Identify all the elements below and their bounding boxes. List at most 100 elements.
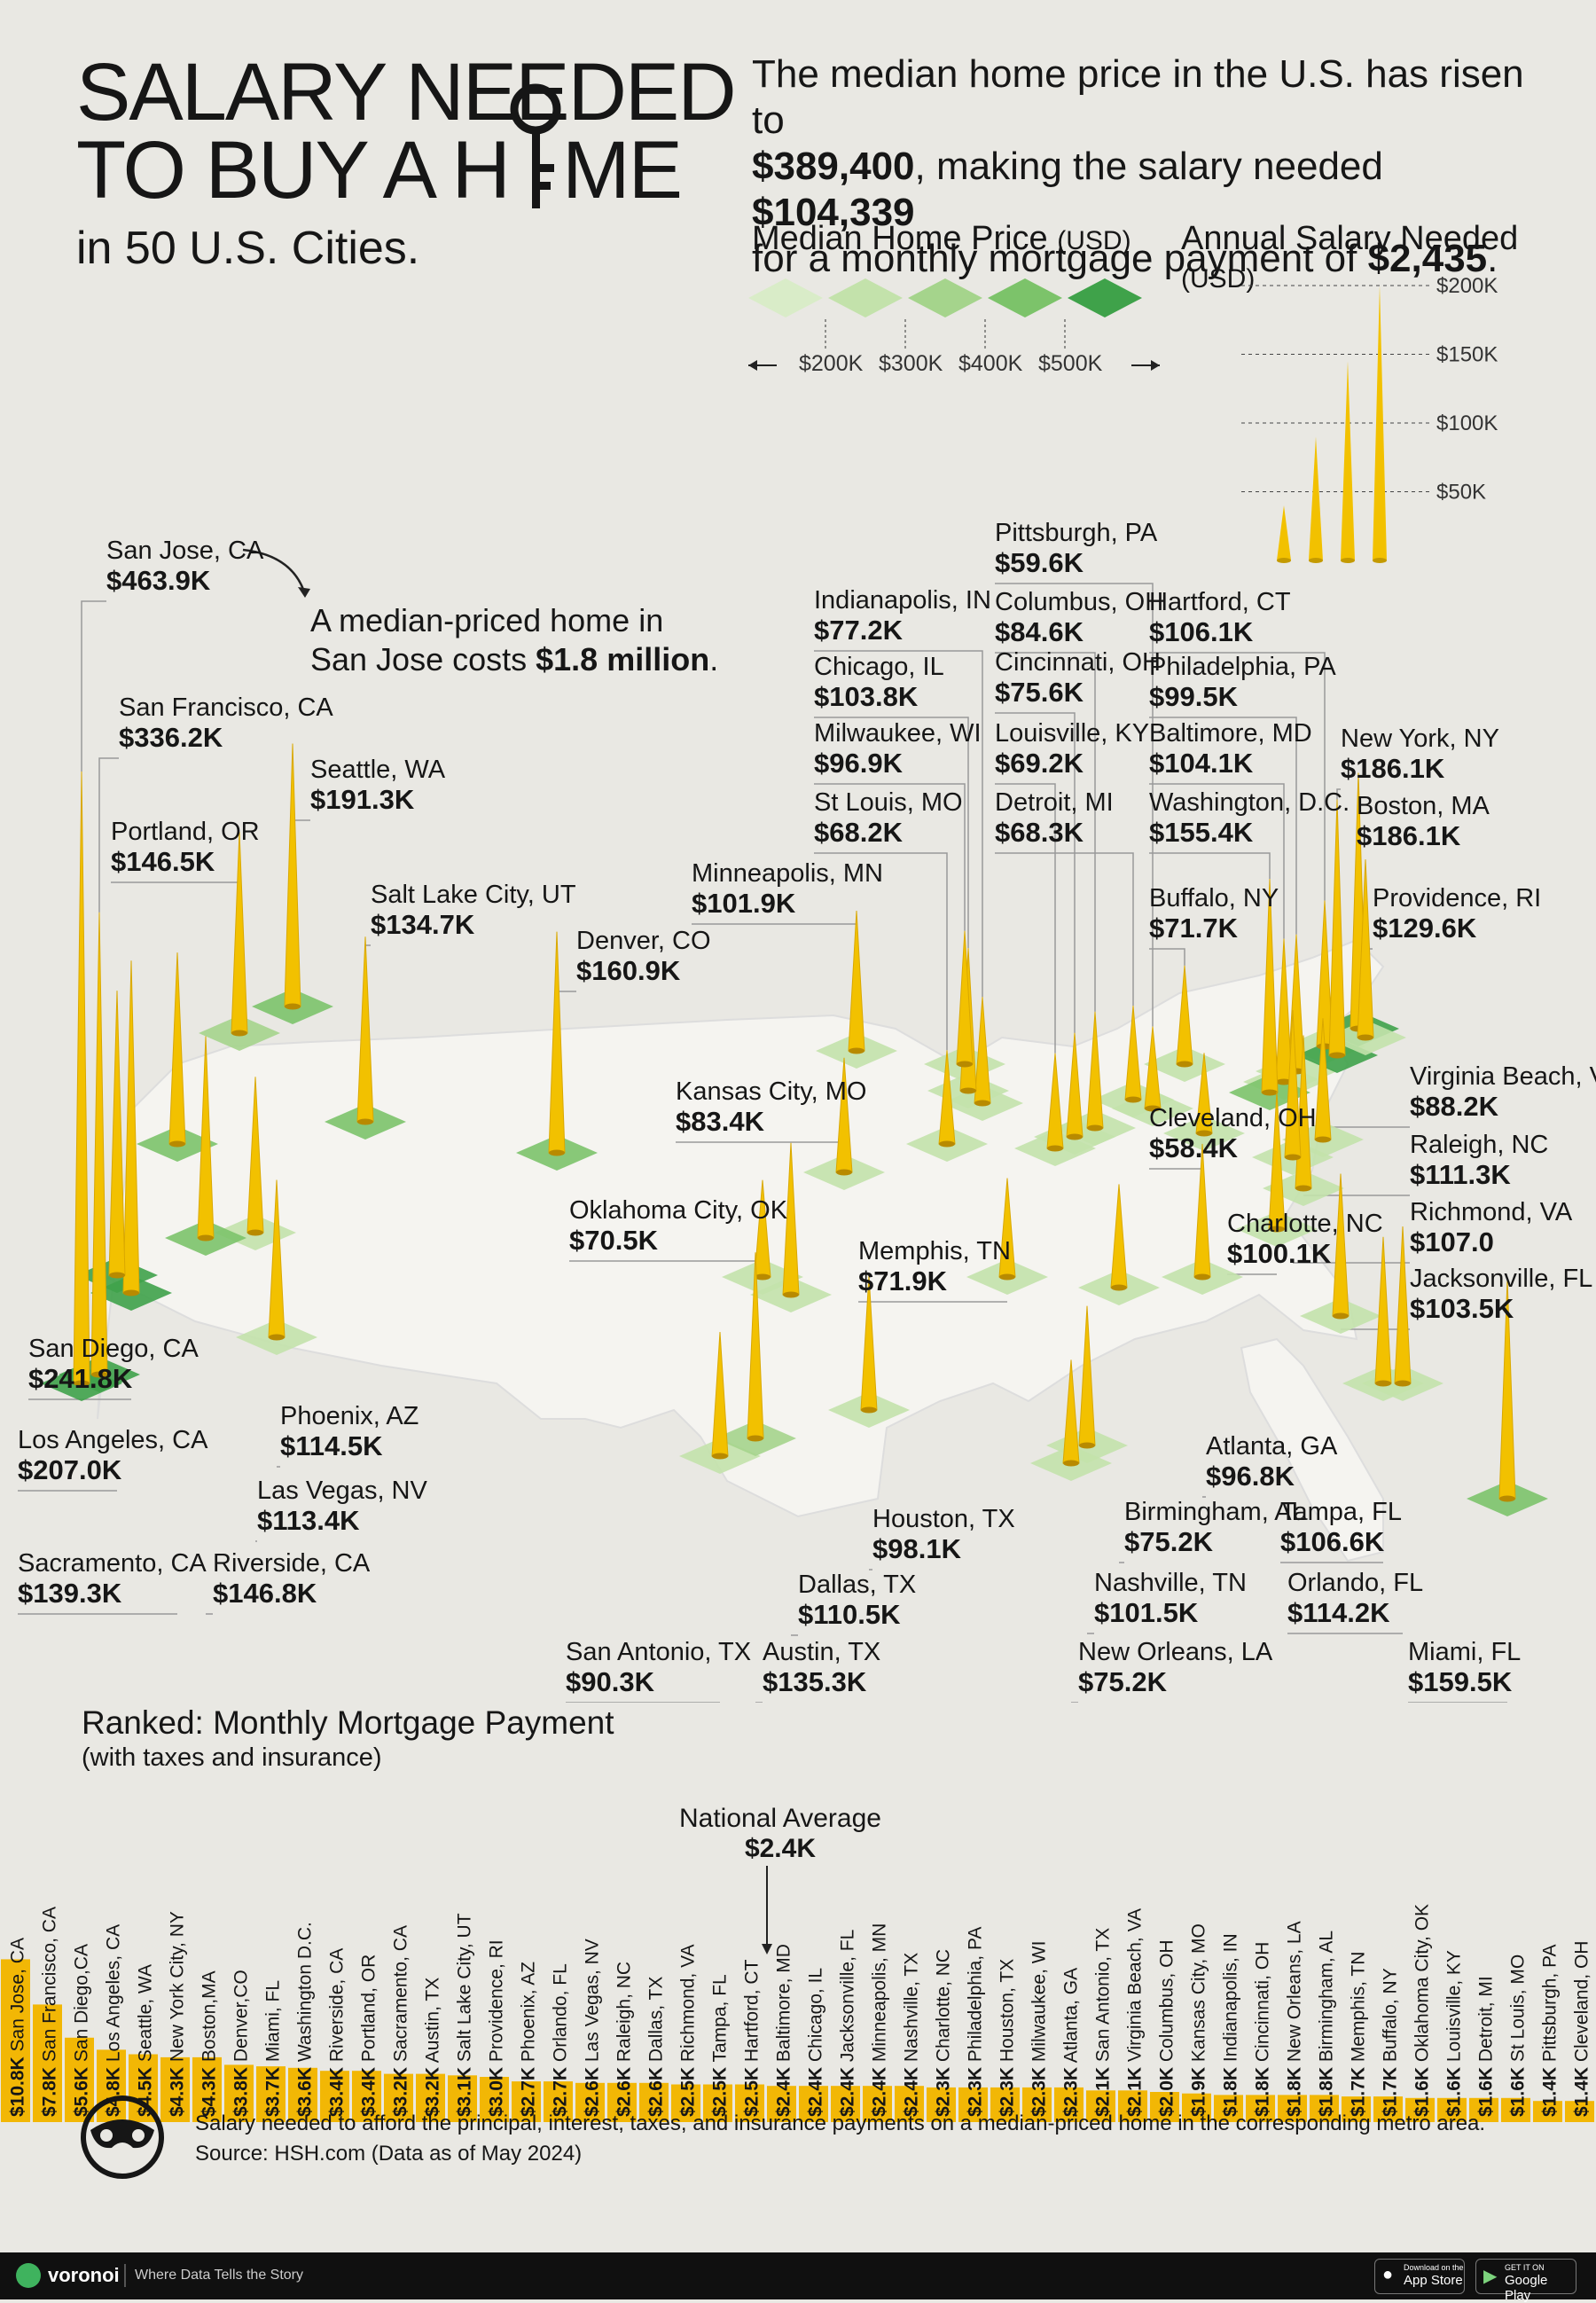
ranked-bar-category: San Jose, CA (8, 1938, 28, 2056)
salary-spike-san-jose-ca (73, 771, 90, 1384)
ranked-bar-value: $2.4K (902, 2067, 922, 2117)
ranked-bar-denver-co (224, 2064, 254, 2122)
city-salary-value: $114.2K (1287, 1597, 1390, 1628)
ranked-bar-value: $5.6K (72, 2067, 92, 2117)
ranked-bar-kansas-city-mo (1182, 2093, 1211, 2122)
ranked-bar-category: Buffalo, NY (1381, 1968, 1401, 2067)
city-salary-value: $186.1K (1357, 820, 1461, 851)
ranked-bar-value: $4.3K (200, 2067, 220, 2117)
ranked-title: Ranked: Monthly Mortgage Payment (82, 1704, 614, 1741)
ranked-bar-baltimore-md (767, 2086, 796, 2122)
city-label-richmond-va: Richmond, VA $107.0 (1410, 1197, 1572, 1257)
city-name: Virginia Beach, VA (1410, 1062, 1596, 1091)
spike-base-cincinnati-oh (1067, 1133, 1083, 1140)
ranked-bar-value: $1.6K (1444, 2067, 1465, 2117)
city-salary-value: $159.5K (1408, 1666, 1513, 1697)
city-salary-value: $191.3K (310, 784, 415, 815)
annotation-line-2: San Jose costs $1.8 million. (310, 640, 718, 679)
city-label-houston-tx: Houston, TX $98.1K (872, 1504, 1015, 1564)
city-salary-value: $98.1K (872, 1533, 961, 1564)
ranked-bar-value: $3.4K (359, 2067, 379, 2117)
city-name: Boston, MA (1357, 792, 1490, 820)
city-label-baltimore-md: Baltimore, MD $104.1K (1149, 718, 1312, 779)
ranked-bar-value: $2.5K (678, 2067, 699, 2117)
ranked-bar-label: $3.2K Austin, TX (423, 1978, 443, 2117)
ranked-bar-category: St Louis, MO (1508, 1954, 1529, 2067)
price-legend-swatch-3 (988, 278, 1062, 317)
ranked-bar-category: Oklahoma City, OK (1412, 1904, 1433, 2067)
city-label-providence-ri: Providence, RI $129.6K (1373, 883, 1541, 944)
ranked-bar-pittsburgh-pa (1533, 2101, 1562, 2122)
city-label-denver-co: Denver, CO $160.9K (576, 926, 711, 986)
ranked-bar-category: Denver,CO (231, 1970, 252, 2067)
city-name: Pittsburgh, PA (995, 519, 1158, 547)
city-label-milwaukee-wi: Milwaukee, WI $96.9K (814, 718, 982, 779)
ranked-bar-category: Washington D.C. (295, 1922, 316, 2067)
city-label-pittsburgh-pa: Pittsburgh, PA $59.6K (995, 518, 1157, 578)
ranked-bar-value: $4.3K (168, 2067, 188, 2117)
price-legend (748, 278, 1160, 371)
national-average-value: $2.4K (744, 1834, 816, 1863)
app-store-button[interactable]: ● Download on the App Store (1374, 2259, 1465, 2294)
city-salary-value: $77.2K (814, 615, 903, 646)
ranked-bar-category: New York City, NY (168, 1911, 188, 2067)
ranked-bar-label: $1.8K New Orleans, LA (1285, 1921, 1305, 2117)
city-label-seattle-wa: Seattle, WA $191.3K (310, 755, 445, 815)
spike-base-new-orleans-la (1063, 1460, 1079, 1467)
city-name: Dallas, TX (798, 1571, 917, 1599)
ranked-bar-category: Los Angeles, CA (104, 1924, 124, 2067)
title-line-2: TO BUY A H ME (76, 83, 750, 211)
leader-line-baltimore-md (1149, 783, 1285, 939)
city-salary-value: $106.6K (1280, 1526, 1385, 1557)
ranked-bar-value: $1.7K (1349, 2067, 1369, 2117)
spike-base-denver-co (549, 1149, 565, 1156)
ranked-bar-label: $3.6K Washington D.C. (295, 1922, 316, 2117)
city-label-austin-tx: Austin, TX $135.3K (763, 1637, 880, 1697)
ranked-bar-value: $4.8K (104, 2067, 124, 2117)
city-name: St Louis, MO (814, 788, 963, 817)
spike-base-sacramento-ca (169, 1140, 185, 1148)
ranked-bar-value: $3.6K (295, 2067, 316, 2117)
ranked-bar-label: $1.7K Buffalo, NY (1381, 1968, 1401, 2117)
ranked-bar-label: $1.6K Oklahoma City, OK (1412, 1904, 1433, 2117)
spike-base-chicago-il (960, 1087, 976, 1094)
city-name: Phoenix, AZ (280, 1402, 419, 1430)
ranked-bar-label: $10.8K San Jose, CA (8, 1938, 28, 2117)
city-name: Raleigh, NC (1410, 1131, 1549, 1159)
ranked-bar-category: Charlotte, NC (934, 1949, 954, 2067)
city-label-cincinnati-oh: Cincinnati, OH $75.6K (995, 647, 1161, 708)
spike-base-detroit-mi (1125, 1096, 1141, 1103)
spike-base-buffalo-ny (1177, 1061, 1193, 1068)
city-salary-value: $90.3K (566, 1666, 654, 1697)
ranked-bar-portland-or (352, 2071, 381, 2122)
annotation-line-1: A median-priced home in (310, 602, 664, 638)
city-salary-value: $59.6K (995, 547, 1084, 578)
ranked-bar-label: $4.3K Boston,MA (200, 1970, 220, 2117)
ranked-bar-san-diego-ca (65, 2037, 94, 2122)
city-name: Charlotte, NC (1227, 1210, 1383, 1238)
city-name: Baltimore, MD (1149, 719, 1312, 748)
spike-base-houston-tx (861, 1406, 877, 1414)
ranked-bar-value: $2.0K (1157, 2067, 1177, 2117)
google-play-button[interactable]: ▶ GET IT ON Google Play (1475, 2259, 1576, 2303)
salary-legend-spike-base (1373, 558, 1387, 563)
title-line-2-start: TO BUY A H (76, 125, 511, 215)
ranked-bar-label: $2.6K Las Vegas, NV (583, 1939, 603, 2117)
city-salary-value: $88.2K (1410, 1091, 1498, 1122)
spike-base-oklahoma-city-ok (755, 1273, 771, 1281)
ranked-bar-value: $2.7K (519, 2067, 539, 2117)
google-play-icon: ▶ (1483, 2267, 1498, 2286)
spike-base-las-vegas-nv (247, 1229, 263, 1236)
ranked-bar-value: $2.4K (774, 2067, 794, 2117)
ranked-bar-category: Phoenix, AZ (519, 1962, 539, 2067)
city-label-columbus-oh: Columbus, OH $84.6K (995, 587, 1163, 647)
ranked-bar-value: $2.6K (646, 2067, 667, 2117)
ranked-bar-category: San Diego,CA (72, 1944, 92, 2067)
city-label-virginia-beach-va: Virginia Beach, VA$88.2K (1410, 1061, 1596, 1122)
ranked-bar-label: $2.3K Houston, TX (998, 1959, 1018, 2117)
city-label-birmingham-al: Birmingham, AL $75.2K (1124, 1497, 1306, 1557)
ranked-bar-value: $3.8K (231, 2067, 252, 2117)
ranked-bar-label: $2.3K Charlotte, NC (934, 1949, 954, 2117)
ranked-bar-category: Providence, RI (487, 1939, 507, 2067)
ranked-bar-value: $7.8K (40, 2067, 60, 2117)
